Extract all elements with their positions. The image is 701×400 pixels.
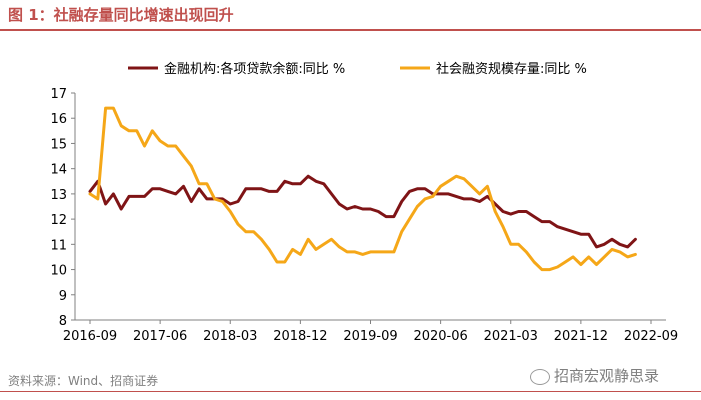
y-tick-label: 9 (59, 289, 67, 304)
legend-label-1: 社会融资规模存量:同比 % (436, 61, 587, 77)
series-line-0 (88, 174, 637, 249)
series-layer (88, 106, 637, 272)
figure-title: 图 1：社融存量同比增速出现回升 (8, 6, 234, 24)
y-tick-label: 15 (50, 137, 67, 152)
y-tick-label: 14 (50, 163, 67, 178)
x-tick-label: 2018-12 (273, 329, 327, 344)
chart-legend: 金融机构:各项贷款余额:同比 % 社会融资规模存量:同比 % (128, 61, 587, 77)
y-tick-label: 16 (50, 112, 67, 127)
y-tick-label: 8 (59, 314, 67, 329)
y-tick-label: 10 (50, 264, 67, 279)
x-tick-label: 2018-03 (203, 329, 257, 344)
x-tick-label: 2019-09 (343, 329, 397, 344)
series-line-1 (88, 106, 637, 272)
watermark-text: 招商宏观静思录 (554, 367, 660, 385)
y-tick-label: 11 (50, 238, 67, 253)
x-tick-label: 2022-09 (624, 329, 678, 344)
wechat-icon (530, 368, 550, 385)
x-tick-label: 2021-12 (554, 329, 608, 344)
chart-axes: 8 9 10 11 12 13 14 15 16 17 2016-09 2017-06 2018-03 2… (50, 87, 678, 344)
x-tick-label: 2020-06 (413, 329, 467, 344)
x-tick-label: 2016-09 (63, 329, 117, 344)
watermark: 招商宏观静思录 (530, 365, 659, 386)
footer-divider (0, 391, 701, 392)
legend-label-0: 金融机构:各项贷款余额:同比 % (164, 61, 345, 77)
y-tick-label: 12 (50, 213, 67, 228)
y-tick-label: 17 (50, 87, 67, 102)
x-tick-label: 2021-03 (484, 329, 538, 344)
source-note: 资料来源：Wind、招商证券 (8, 374, 159, 388)
title-divider (0, 29, 701, 31)
y-tick-label: 13 (50, 188, 67, 203)
x-tick-label: 2017-06 (133, 329, 187, 344)
